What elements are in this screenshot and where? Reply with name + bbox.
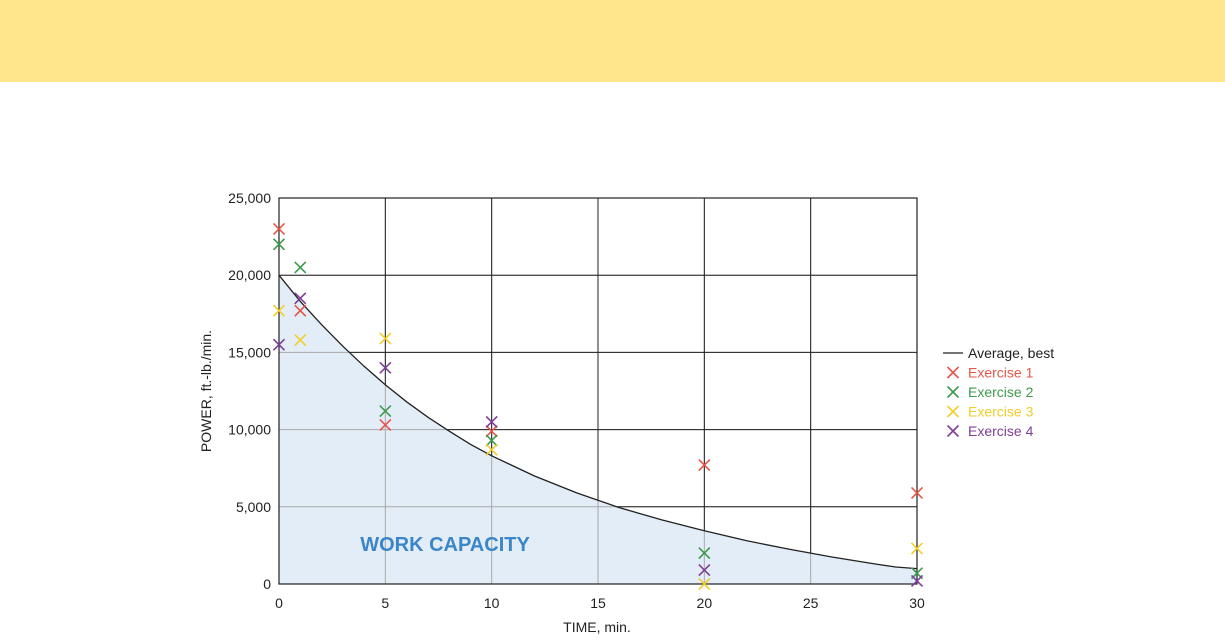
y-tick-label-5,000: 5,000 — [236, 499, 271, 515]
marker-exercise-1-3 — [485, 425, 498, 438]
grid-layer — [278, 197, 918, 585]
legend: Average, best Exercise 1 Exercise 2 Exercis… — [943, 345, 1054, 439]
x-tick-label-0: 0 — [275, 595, 283, 611]
marker-exercise-1-2 — [379, 418, 392, 432]
x-tick-label-10: 10 — [484, 595, 500, 611]
average-curve-layer — [278, 274, 918, 570]
x-tick-label-15: 15 — [590, 595, 606, 611]
marker-exercise-2-1 — [294, 261, 307, 274]
marker-exercise-1-1 — [294, 304, 307, 317]
marker-exercise-4-5 — [910, 574, 924, 587]
marker-exercise-4-0 — [272, 338, 286, 351]
legend-label-average: Average, best — [968, 345, 1054, 361]
marker-exercise-4-1 — [294, 292, 307, 305]
legend-label-exercise-3: Exercise 3 — [968, 404, 1034, 420]
legend-swatch-exercise-2 — [946, 385, 960, 399]
marker-exercise-4-3 — [485, 415, 498, 428]
marker-exercise-2-0 — [272, 238, 286, 251]
legend-label-exercise-1: Exercise 1 — [968, 365, 1034, 381]
y-tick-label-15,000: 15,000 — [228, 344, 271, 360]
marker-exercise-3-0 — [272, 304, 286, 317]
y-tick-label-0: 0 — [263, 576, 271, 592]
marker-exercise-2-3 — [485, 434, 498, 447]
x-tick-label-30: 30 — [909, 595, 925, 611]
average-best-curve — [278, 274, 918, 570]
x-tick-label-20: 20 — [697, 595, 713, 611]
legend-label-exercise-2: Exercise 2 — [968, 384, 1034, 400]
work-capacity-label: WORK CAPACITY — [360, 534, 530, 556]
marker-layer — [272, 222, 924, 591]
legend-swatch-exercise-4 — [946, 424, 960, 438]
legend-label-exercise-4: Exercise 4 — [968, 423, 1034, 439]
marker-exercise-4-4 — [698, 564, 711, 577]
y-axis-title: POWER, ft.-lb./min. — [198, 330, 214, 452]
marker-exercise-3-1 — [294, 333, 307, 347]
marker-exercise-3-2 — [379, 332, 392, 345]
x-tick-label-5: 5 — [381, 595, 389, 611]
x-axis-title: TIME, min. — [563, 619, 631, 635]
legend-swatch-exercise-3 — [946, 405, 960, 418]
y-tick-label-20,000: 20,000 — [228, 267, 271, 283]
plot-frame — [278, 197, 918, 585]
legend-swatch-exercise-1 — [946, 366, 960, 379]
header-band — [0, 0, 1225, 82]
y-tick-label-10,000: 10,000 — [228, 422, 271, 438]
marker-exercise-4-2 — [379, 361, 392, 374]
marker-exercise-3-5 — [910, 542, 924, 555]
marker-exercise-3-4 — [698, 577, 711, 591]
x-tick-label-25: 25 — [803, 595, 819, 611]
marker-exercise-3-3 — [485, 443, 498, 456]
tick-label-layer: 0 5 10 15 20 25 30 0 5,000 10,000 15,000 20,000 25,0… — [228, 190, 925, 611]
marker-exercise-1-4 — [698, 459, 711, 472]
marker-exercise-2-2 — [379, 405, 392, 418]
y-tick-label-25,000: 25,000 — [228, 190, 271, 206]
marker-exercise-1-5 — [910, 486, 924, 499]
marker-exercise-1-0 — [272, 222, 286, 235]
marker-exercise-2-4 — [698, 547, 711, 560]
